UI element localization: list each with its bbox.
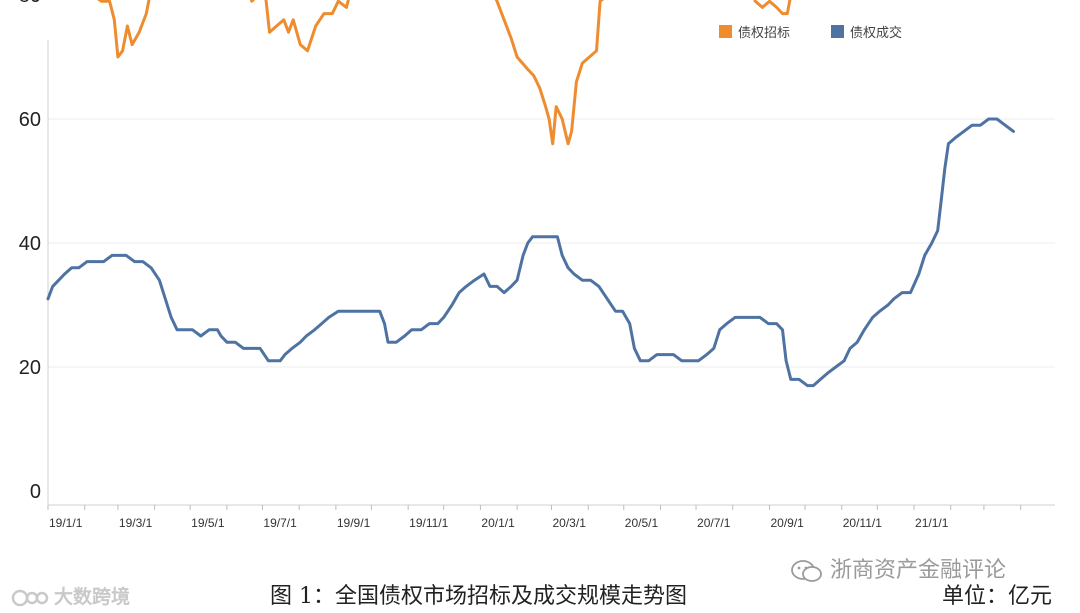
brand-logo-icon [11,589,49,606]
x-tick-label: 20/3/1 [553,516,587,530]
series-line-2 [46,117,1015,388]
unit-label: 单位：亿元 [942,584,1053,609]
x-tick-label: 20/11/1 [843,516,882,530]
x-tick-label: 19/7/1 [263,516,297,530]
x-tick-label: 20/1/1 [481,516,515,530]
x-tick-label: 19/9/1 [337,516,371,530]
x-tick-label: 19/5/1 [191,516,225,530]
y-tick-label: 60 [19,109,41,131]
watermark-brand: 大数跨境 [10,582,130,609]
watermark-left-text: 大数跨境 [54,586,131,608]
watermark-wechat: 浙商资产金融评论 [790,552,1006,584]
x-tick-label: 19/11/1 [409,516,448,530]
x-tick-label: 20/5/1 [625,516,659,530]
series-line-1 [97,0,792,146]
legend-label-2: 债权成交 [850,25,902,41]
x-tick-label: 19/1/1 [49,516,83,530]
x-tick-label: 20/7/1 [697,516,731,530]
y-tick-label: 40 [19,233,41,255]
wechat-icon [791,560,822,582]
y-tick-label: 80 [19,0,41,7]
x-tick-label: 19/3/1 [119,516,153,530]
legend-label-1: 债权招标 [738,25,790,41]
figure-caption: 图 1：全国债权市场招标及成交规模走势图 [270,584,687,609]
legend-swatch-2 [831,25,844,38]
x-tick-label: 21/1/1 [915,516,949,530]
x-tick-label: 20/9/1 [770,516,804,530]
y-tick-label: 20 [19,357,41,379]
y-tick-label: 0 [30,481,41,503]
legend-swatch-1 [719,25,732,38]
watermark-right-text: 浙商资产金融评论 [830,558,1007,583]
